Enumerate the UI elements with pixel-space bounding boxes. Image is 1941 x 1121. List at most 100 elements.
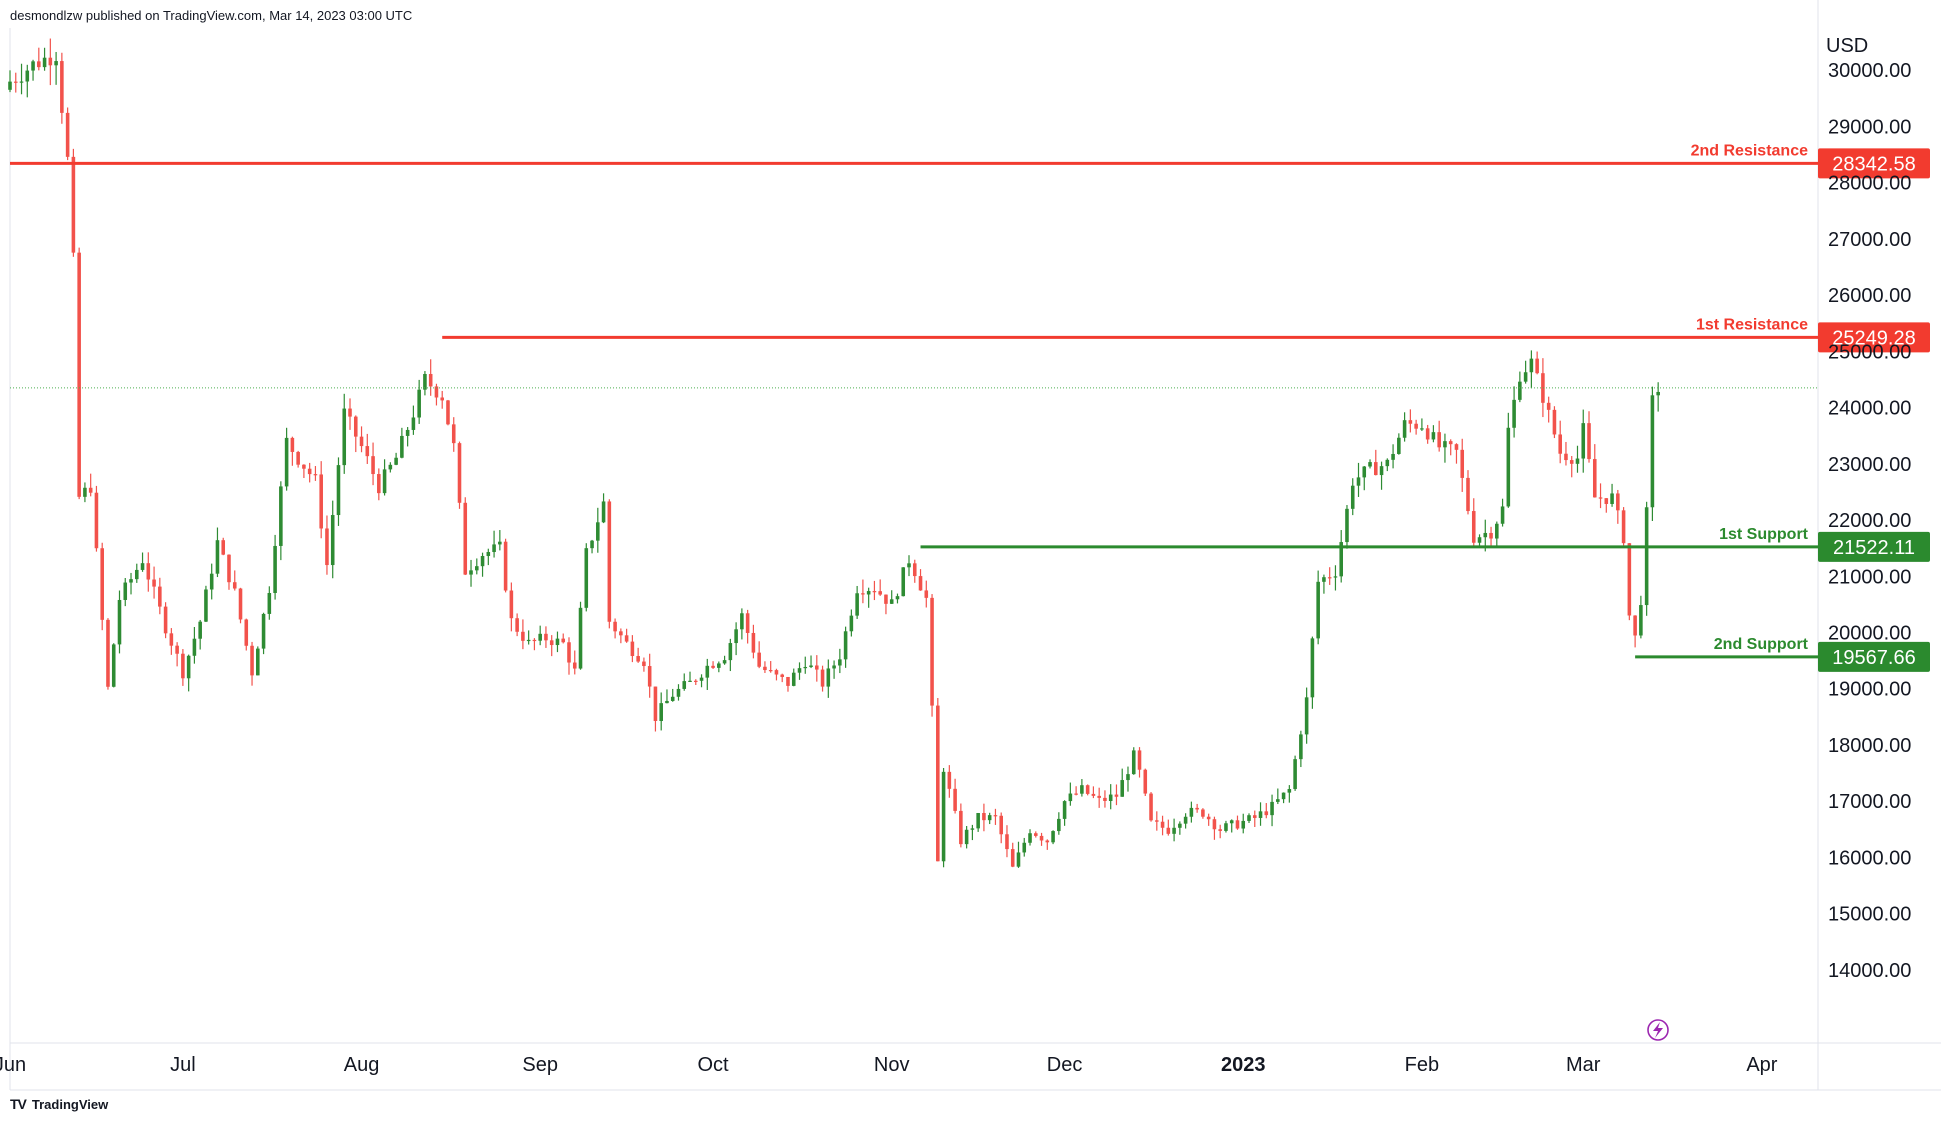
- candle-body: [1033, 833, 1038, 836]
- candle-body: [1057, 818, 1061, 832]
- x-tick-label: Jul: [170, 1054, 196, 1076]
- candle-body: [774, 670, 779, 675]
- candle-body: [1569, 460, 1574, 464]
- candle-body: [279, 486, 283, 546]
- candle-body: [809, 665, 813, 667]
- candle-body: [1350, 485, 1355, 509]
- candle-body: [123, 582, 128, 600]
- candle-body: [1264, 811, 1269, 816]
- candle-body: [1437, 432, 1441, 448]
- candle-body: [578, 607, 583, 669]
- candle-body: [636, 656, 640, 662]
- candle-body: [515, 618, 519, 632]
- candle-body: [325, 528, 329, 566]
- candle-body: [987, 815, 992, 821]
- candle-body: [711, 665, 715, 668]
- candle-body: [959, 810, 963, 845]
- candle-body: [670, 696, 675, 701]
- candle-body: [1460, 449, 1465, 478]
- candle-body: [693, 680, 698, 682]
- candle-body: [267, 593, 272, 614]
- candle-body: [169, 633, 174, 646]
- candle-body: [878, 591, 882, 595]
- y-tick-label: 25000.00: [1828, 341, 1911, 363]
- candle-body: [215, 540, 220, 574]
- candle-body: [232, 582, 237, 589]
- candle-body: [970, 828, 975, 830]
- x-tick-label: Oct: [698, 1054, 730, 1076]
- candle-body: [192, 638, 197, 656]
- level-price-tag-label: 19567.66: [1832, 647, 1915, 669]
- candle-body: [1304, 697, 1309, 735]
- candle-body: [1529, 358, 1534, 373]
- candle-body: [1016, 852, 1021, 867]
- candle-body: [1495, 523, 1499, 539]
- publisher-caption: desmondlzw published on TradingView.com,…: [10, 8, 413, 23]
- candle-body: [1310, 638, 1315, 698]
- support-resistance-levels: 2nd Resistance 28342.58 1st Resistance 2524…: [10, 142, 1930, 672]
- candle-body: [1074, 793, 1078, 795]
- candle-body: [1471, 511, 1476, 543]
- candle-body: [37, 61, 41, 68]
- candle-body: [1114, 794, 1119, 797]
- candle-body: [434, 386, 439, 398]
- y-tick-label: 26000.00: [1828, 285, 1911, 307]
- candle-body: [1108, 794, 1113, 801]
- candle-body: [688, 680, 692, 682]
- candle-body: [889, 599, 894, 604]
- candle-body: [186, 655, 191, 679]
- y-tick-label: 18000.00: [1828, 735, 1911, 757]
- candle-body: [653, 686, 658, 722]
- y-tick-label: 19000.00: [1828, 679, 1911, 701]
- candle-body: [549, 640, 554, 646]
- candle-body: [728, 643, 733, 661]
- x-tick-label: Mar: [1566, 1054, 1601, 1076]
- x-tick-label: Dec: [1047, 1054, 1083, 1076]
- candle-body: [469, 570, 473, 575]
- candle-body: [930, 597, 934, 706]
- candle-body: [1172, 827, 1176, 834]
- candle-body: [1581, 423, 1586, 459]
- candle-body: [382, 469, 387, 494]
- level-price-tag-label: 28342.58: [1832, 153, 1915, 175]
- candle-body: [71, 156, 76, 253]
- level-price-tag: [1818, 531, 1930, 562]
- candle-body: [198, 621, 202, 639]
- candle-body: [757, 652, 761, 667]
- level-label: 2nd Support: [1714, 636, 1809, 653]
- candle-body: [538, 633, 542, 641]
- candle-body: [1322, 577, 1326, 582]
- candle-body: [1126, 774, 1130, 781]
- candle-body: [572, 662, 577, 669]
- price-axis[interactable]: USD 30000.00 29000.00 28000.00 27000.00 26000…: [1826, 35, 1911, 982]
- candle-body: [152, 579, 156, 587]
- candle-body: [457, 443, 462, 503]
- footer-brand[interactable]: TV TradingView: [10, 1096, 108, 1112]
- candle-body: [1546, 402, 1551, 410]
- candle-body: [976, 812, 980, 829]
- candle-body: [613, 621, 617, 632]
- candle-body: [544, 633, 548, 641]
- candle-body: [982, 812, 986, 821]
- candle-body: [1045, 840, 1050, 843]
- candle-body: [1005, 834, 1009, 850]
- candle-body: [740, 613, 744, 630]
- candle-body: [377, 474, 381, 494]
- candle-body: [647, 666, 652, 687]
- candle-body: [1425, 428, 1430, 440]
- lightning-icon[interactable]: [1647, 1019, 1669, 1041]
- candle-body: [405, 429, 410, 436]
- candle-body: [924, 590, 929, 598]
- candle-body: [1587, 423, 1591, 460]
- candle-body: [284, 437, 289, 487]
- candle-body: [1639, 605, 1643, 636]
- candle-body: [307, 468, 312, 475]
- time-axis[interactable]: Jun Jul Aug Sep Oct Nov Dec 2023 Feb Mar Apr: [0, 1054, 1778, 1076]
- candle-body: [440, 397, 444, 401]
- candle-body: [273, 545, 277, 594]
- candle-body: [1068, 793, 1073, 802]
- candle-body: [838, 659, 842, 666]
- candle-body: [1621, 510, 1626, 544]
- candle-body: [1483, 532, 1488, 538]
